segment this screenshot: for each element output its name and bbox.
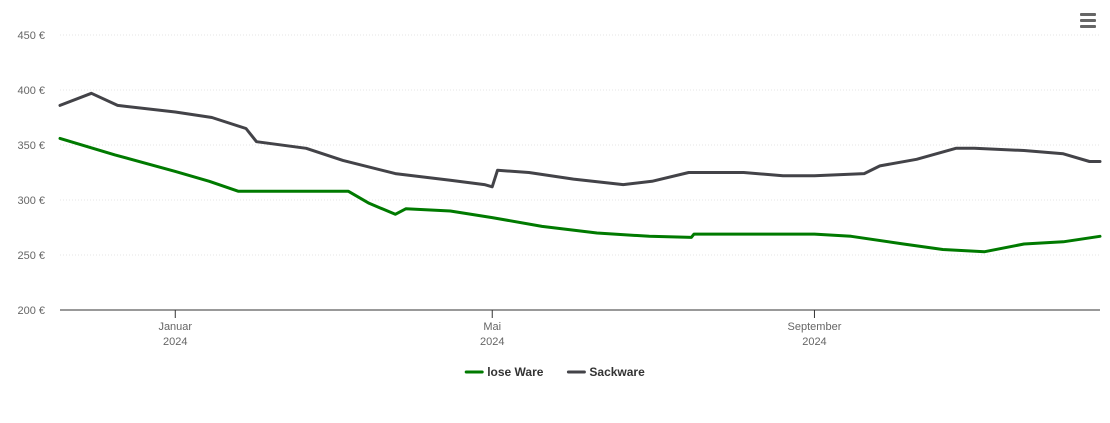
- y-tick-label: 200 €: [17, 305, 45, 317]
- x-tick-label-year: 2024: [163, 336, 187, 348]
- y-tick-label: 300 €: [17, 195, 45, 207]
- chart-menu-button[interactable]: [1074, 8, 1102, 34]
- hamburger-menu-icon-bar: [1080, 19, 1096, 22]
- legend-item-2[interactable]: Sackware: [566, 365, 645, 379]
- hamburger-menu-icon: [1080, 13, 1096, 16]
- x-tick-label-month: September: [788, 321, 842, 333]
- x-tick-label-month: Mai: [483, 321, 501, 333]
- grid-lines: [60, 34, 1100, 256]
- legend-label: Sackware: [589, 365, 645, 379]
- y-tick-label: 400 €: [17, 85, 45, 97]
- x-axis-labels: Januar 2024 Mai 2024 September 2024: [158, 310, 842, 348]
- legend-label: lose Ware: [487, 365, 544, 379]
- y-tick-label: 350 €: [17, 140, 45, 152]
- series-line-1[interactable]: [58, 136, 1102, 254]
- series-line-2[interactable]: [58, 91, 1102, 189]
- y-axis-labels: 200 € 250 € 300 € 350 € 400 € 450 €: [17, 30, 45, 317]
- legend[interactable]: lose Ware Sackware: [464, 365, 645, 379]
- y-tick-label: 250 €: [17, 250, 45, 262]
- y-tick-label: 450 €: [17, 30, 45, 42]
- x-tick-label-year: 2024: [480, 336, 504, 348]
- x-tick-label-month: Januar: [158, 321, 192, 333]
- hamburger-menu-icon-bar: [1080, 25, 1096, 28]
- x-tick-label-year: 2024: [802, 336, 826, 348]
- series-lines: [58, 91, 1102, 254]
- legend-item-1[interactable]: lose Ware: [464, 365, 544, 379]
